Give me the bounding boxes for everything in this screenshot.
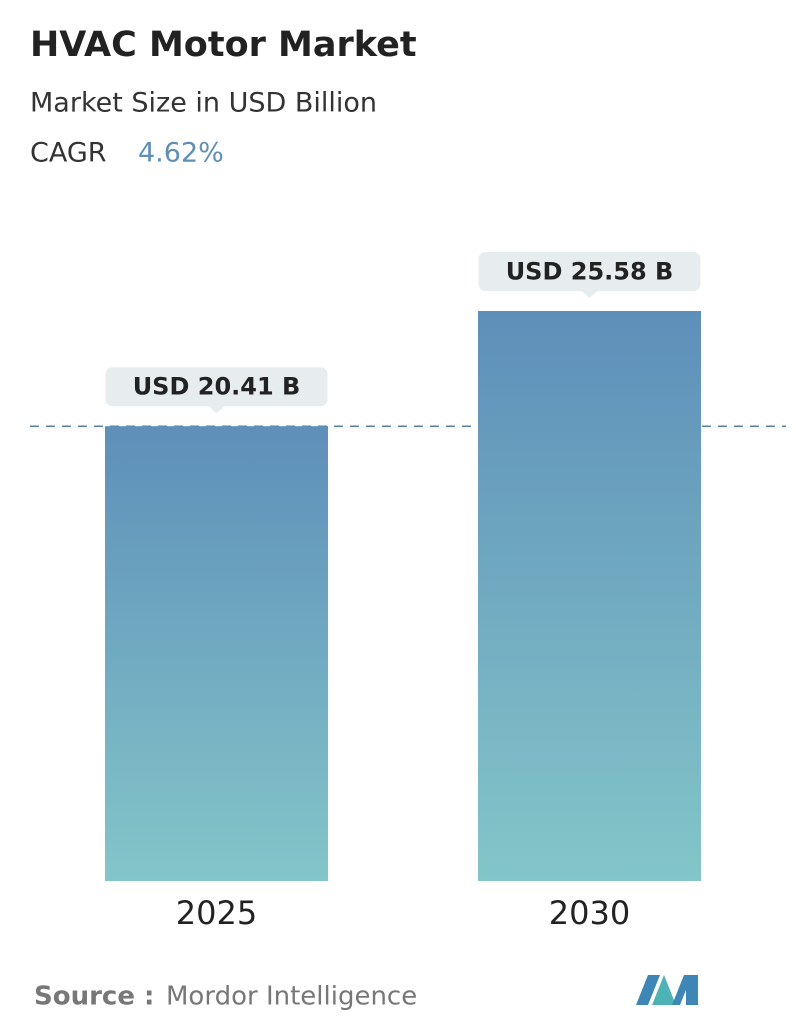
logo xyxy=(636,975,698,1005)
x-tick-label: 2030 xyxy=(549,894,630,932)
bar xyxy=(105,426,328,881)
value-label: USD 25.58 B xyxy=(506,258,674,286)
plot: USD 20.41 B 2025 USD 25.58 B 2030 xyxy=(30,252,786,932)
chart-title: HVAC Motor Market xyxy=(30,25,417,65)
value-label-box xyxy=(105,367,328,407)
chart-subtitle: Market Size in USD Billion xyxy=(30,88,377,119)
value-label-pointer xyxy=(581,291,598,298)
cagr-label: CAGR xyxy=(30,138,107,169)
value-label-box xyxy=(478,252,701,291)
x-tick-label: 2025 xyxy=(176,894,257,932)
cagr-value: 4.62% xyxy=(138,138,224,169)
source: Mordor Intelligence xyxy=(166,982,417,1012)
bar xyxy=(478,311,701,881)
source-label: Source : xyxy=(34,982,154,1012)
value-label-pointer xyxy=(208,406,225,414)
value-label: USD 20.41 B xyxy=(133,373,301,401)
